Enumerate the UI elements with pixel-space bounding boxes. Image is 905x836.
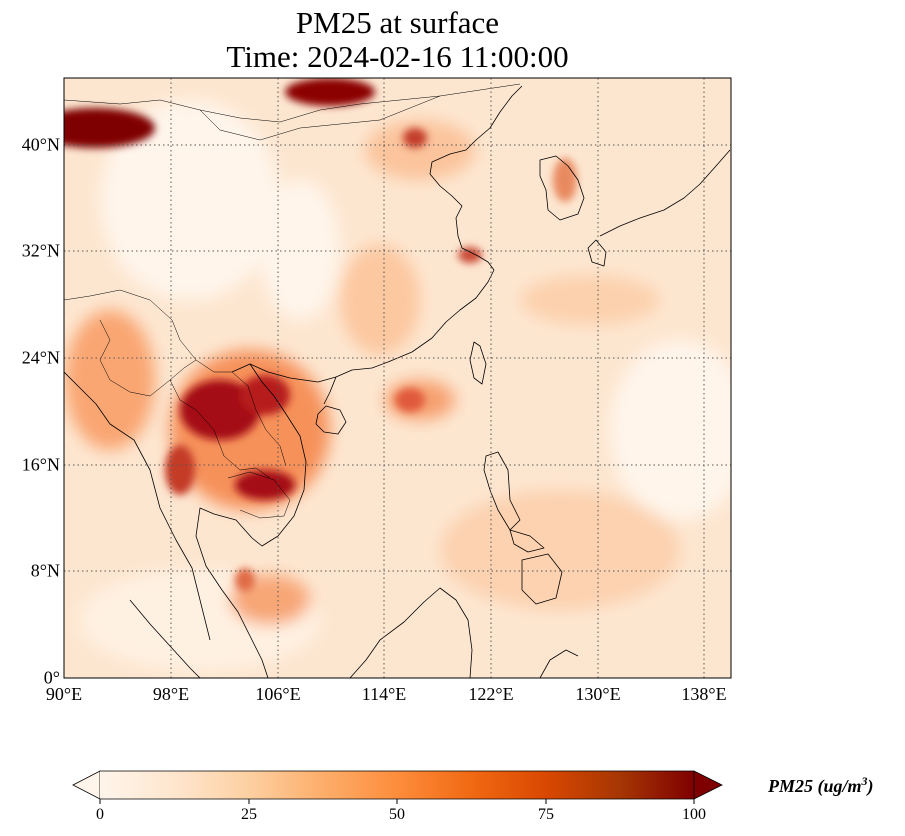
colorbar-gradient: [100, 771, 694, 799]
low-pm-area-pacific: [610, 340, 731, 520]
hotspot-cambodia: [235, 470, 295, 500]
border-cambodia: [227, 471, 291, 519]
luzon-island: [483, 451, 521, 531]
lat-label-24: 24°N: [21, 347, 60, 368]
title-line-2: Time: 2024-02-16 11:00:00: [226, 39, 569, 74]
lon-label-130: 130°E: [575, 684, 621, 704]
cb-tick-label-0: 0: [96, 806, 104, 823]
taiwan-island: [469, 341, 487, 385]
lat-label-32: 32°N: [21, 240, 60, 261]
hotspot-peninsula: [235, 568, 255, 592]
hotspot-shanghai: [458, 247, 482, 263]
hotspot-guangdong: [395, 388, 425, 412]
visayas-islands: [509, 529, 545, 553]
lon-label-98: 98°E: [152, 684, 190, 704]
cb-tick-label-75: 75: [538, 806, 554, 823]
sumatra-island: [129, 599, 201, 678]
cb-tick-label-25: 25: [241, 806, 257, 823]
border-china-mongolia: [199, 95, 441, 141]
coastlines: [64, 85, 731, 678]
lon-label-114: 114°E: [361, 684, 407, 704]
lat-label-16: 16°N: [21, 454, 60, 475]
colorbar-label-suffix: ): [867, 776, 874, 796]
colorbar-extend-max: [693, 770, 723, 800]
haze-central-china: [340, 245, 420, 355]
border-myanmar: [99, 319, 197, 397]
map-title: PM25 at surface Time: 2024-02-16 11:00:0…: [64, 6, 731, 74]
sulawesi-island: [539, 649, 579, 678]
hainan-island: [315, 405, 347, 435]
border-china-north: [64, 83, 521, 123]
border-thailand-laos: [169, 379, 271, 479]
leizhou-peninsula: [323, 376, 337, 405]
pm25-field: [64, 78, 731, 678]
lon-label-106: 106°E: [255, 684, 301, 704]
cb-tick-label-100: 100: [682, 806, 706, 823]
borneo-island: [349, 587, 473, 678]
myanmar-coast: [64, 371, 211, 641]
lon-label-138: 138°E: [681, 684, 727, 704]
lat-label-0: 0°: [43, 667, 60, 688]
hotspot-northwest: [64, 108, 155, 148]
china-coastline: [231, 85, 523, 383]
haze-north-china: [365, 120, 475, 180]
colorbar-label-prefix: PM25 (ug/m: [768, 776, 862, 796]
hotspot-mongolia: [285, 78, 375, 106]
hotspot-beijing: [403, 128, 427, 148]
haze-east-sea: [520, 275, 660, 325]
mindanao-island: [521, 553, 563, 605]
hotspot-thailand: [165, 445, 195, 495]
colorbar-label: PM25 (ug/m3): [768, 774, 874, 797]
gridlines: [64, 78, 731, 678]
colorbar-label-sup: 3: [861, 774, 868, 788]
border-india-china: [64, 289, 197, 361]
vietnam-coastline: [249, 363, 307, 547]
japan-honshu: [599, 149, 731, 237]
pm25-hotspot-layer: [64, 78, 577, 592]
title-line-1: PM25 at surface: [295, 5, 500, 40]
lat-label-40: 40°N: [21, 134, 60, 155]
lat-label-8: 8°N: [30, 560, 60, 581]
colorbar-tick-marks: [99, 799, 695, 804]
haze-philippines: [440, 490, 680, 610]
low-pm-area-tibet: [100, 100, 280, 300]
low-pm-area-west: [260, 180, 340, 320]
cb-tick-label-50: 50: [389, 806, 405, 823]
map-frame: [63, 77, 732, 679]
pm25-haze-layer: [65, 100, 731, 670]
hotspot-korea: [553, 158, 577, 202]
gulf-of-thailand: [195, 507, 269, 678]
lon-label-122: 122°E: [468, 684, 514, 704]
colorbar-extend-min: [72, 770, 101, 800]
lon-label-90: 90°E: [45, 684, 83, 704]
korea-peninsula: [539, 155, 585, 221]
